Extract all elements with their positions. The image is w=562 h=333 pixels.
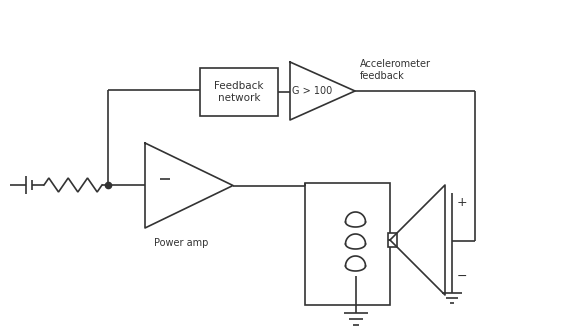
Text: +: + xyxy=(457,196,468,209)
Bar xyxy=(388,233,397,247)
Text: G > 100: G > 100 xyxy=(292,86,332,96)
Bar xyxy=(305,183,390,305)
Text: −: − xyxy=(457,269,468,282)
Text: Power amp: Power amp xyxy=(154,238,208,248)
Bar xyxy=(200,68,278,116)
Text: Feedback
network: Feedback network xyxy=(214,81,264,103)
Text: Accelerometer
feedback: Accelerometer feedback xyxy=(360,59,431,81)
